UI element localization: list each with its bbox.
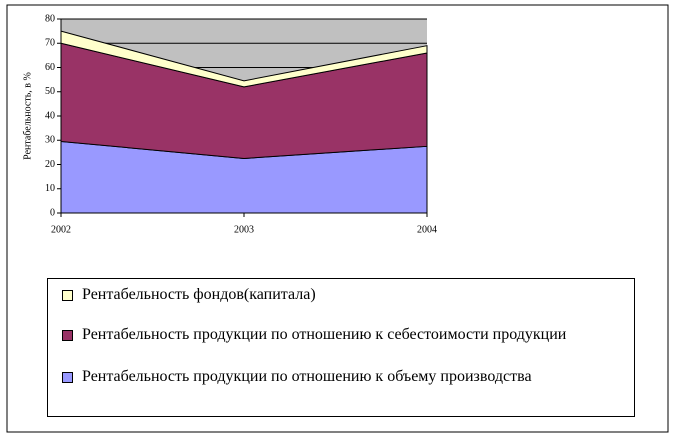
legend-label: Рентабельность продукции по отношению к … [82,326,567,343]
x-tick-label: 2002 [51,224,71,235]
y-tick-label: 60 [45,62,55,73]
y-axis-label: Рентабельность, в % [22,72,33,160]
legend: Рентабельность фондов(капитала) Рентабель… [47,278,635,417]
x-tick-label: 2003 [234,224,254,235]
y-tick-label: 70 [45,38,55,49]
x-tick-label: 2004 [417,224,437,235]
y-tick-label: 50 [45,86,55,97]
chart-frame [6,4,669,433]
y-tick-label: 20 [45,159,55,170]
legend-label: Рентабельность фондов(капитала) [82,286,316,303]
legend-item: Рентабельность продукции по отношению к … [62,325,624,367]
legend-swatch [62,372,73,383]
legend-item: Рентабельность фондов(капитала) [62,285,624,325]
y-tick-label: 0 [50,207,55,218]
y-tick-label: 10 [45,183,55,194]
legend-swatch [62,330,73,341]
y-tick-label: 40 [45,110,55,121]
y-tick-label: 30 [45,135,55,146]
legend-swatch [62,290,73,301]
legend-label: Рентабельность продукции по отношению к … [82,368,532,385]
legend-item: Рентабельность продукции по отношению к … [62,367,624,387]
y-tick-label: 80 [45,13,55,24]
